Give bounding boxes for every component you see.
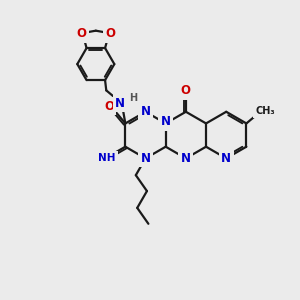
Text: O: O bbox=[106, 27, 116, 40]
Text: N: N bbox=[181, 152, 191, 165]
Text: CH₃: CH₃ bbox=[255, 106, 275, 116]
Text: NH: NH bbox=[98, 153, 116, 164]
Text: O: O bbox=[181, 84, 191, 98]
Text: N: N bbox=[221, 152, 231, 165]
Text: N: N bbox=[140, 152, 151, 165]
Text: N: N bbox=[140, 105, 151, 118]
Text: H: H bbox=[129, 93, 137, 103]
Text: O: O bbox=[76, 27, 86, 40]
Text: O: O bbox=[104, 100, 114, 113]
Text: N: N bbox=[161, 116, 171, 128]
Text: N: N bbox=[115, 97, 125, 110]
